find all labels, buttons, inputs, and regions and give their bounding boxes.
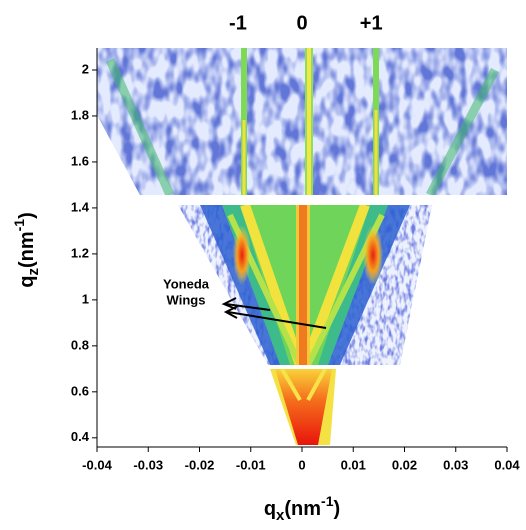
x-tick-label: -0.04 xyxy=(82,457,112,472)
x-tick-label: -0.03 xyxy=(133,457,163,472)
y-tick-label: 0.4 xyxy=(71,429,90,444)
y-label-unit: (nm xyxy=(16,231,38,268)
order-label: 0 xyxy=(296,12,307,34)
x-tick-label: -0.02 xyxy=(185,457,215,472)
x-label-close: ) xyxy=(334,498,341,520)
order-label: -1 xyxy=(229,12,247,34)
y-label-sub: z xyxy=(25,268,42,276)
order-label: +1 xyxy=(360,12,383,34)
y-tick-label: 1.8 xyxy=(71,107,89,122)
y-label-close: ) xyxy=(16,212,38,219)
x-tick-label: 0 xyxy=(298,457,305,472)
y-tick-label: 0.8 xyxy=(71,337,89,352)
y-tick-label: 1.2 xyxy=(71,245,89,260)
x-tick-label: 0.02 xyxy=(392,457,417,472)
y-tick-label: 1.4 xyxy=(71,199,90,214)
y-tick-label: 1.6 xyxy=(71,153,89,168)
y-tick-label: 1 xyxy=(82,291,89,306)
y-axis-label: qz(nm-1) xyxy=(11,212,42,288)
y-label-sup: -1 xyxy=(11,219,27,232)
annotation-line: Wings xyxy=(167,292,206,307)
x-label-text: q xyxy=(264,498,276,520)
intensity-map xyxy=(97,48,507,445)
x-tick-label: 0.04 xyxy=(494,457,520,472)
x-tick-label: 0.01 xyxy=(341,457,366,472)
y-tick-label: 2 xyxy=(82,61,89,76)
annotation-arrows xyxy=(221,297,327,329)
x-tick-label: 0.03 xyxy=(443,457,468,472)
x-tick-label: -0.01 xyxy=(236,457,266,472)
annotation-line: Yoneda xyxy=(163,276,210,291)
x-label-sub: x xyxy=(276,507,285,524)
x-label-sup: -1 xyxy=(321,493,334,509)
y-tick-label: 0.6 xyxy=(71,383,89,398)
y-label-text: q xyxy=(16,276,38,288)
x-axis-label: qx(nm-1) xyxy=(264,493,340,524)
x-label-unit: (nm xyxy=(284,498,321,520)
